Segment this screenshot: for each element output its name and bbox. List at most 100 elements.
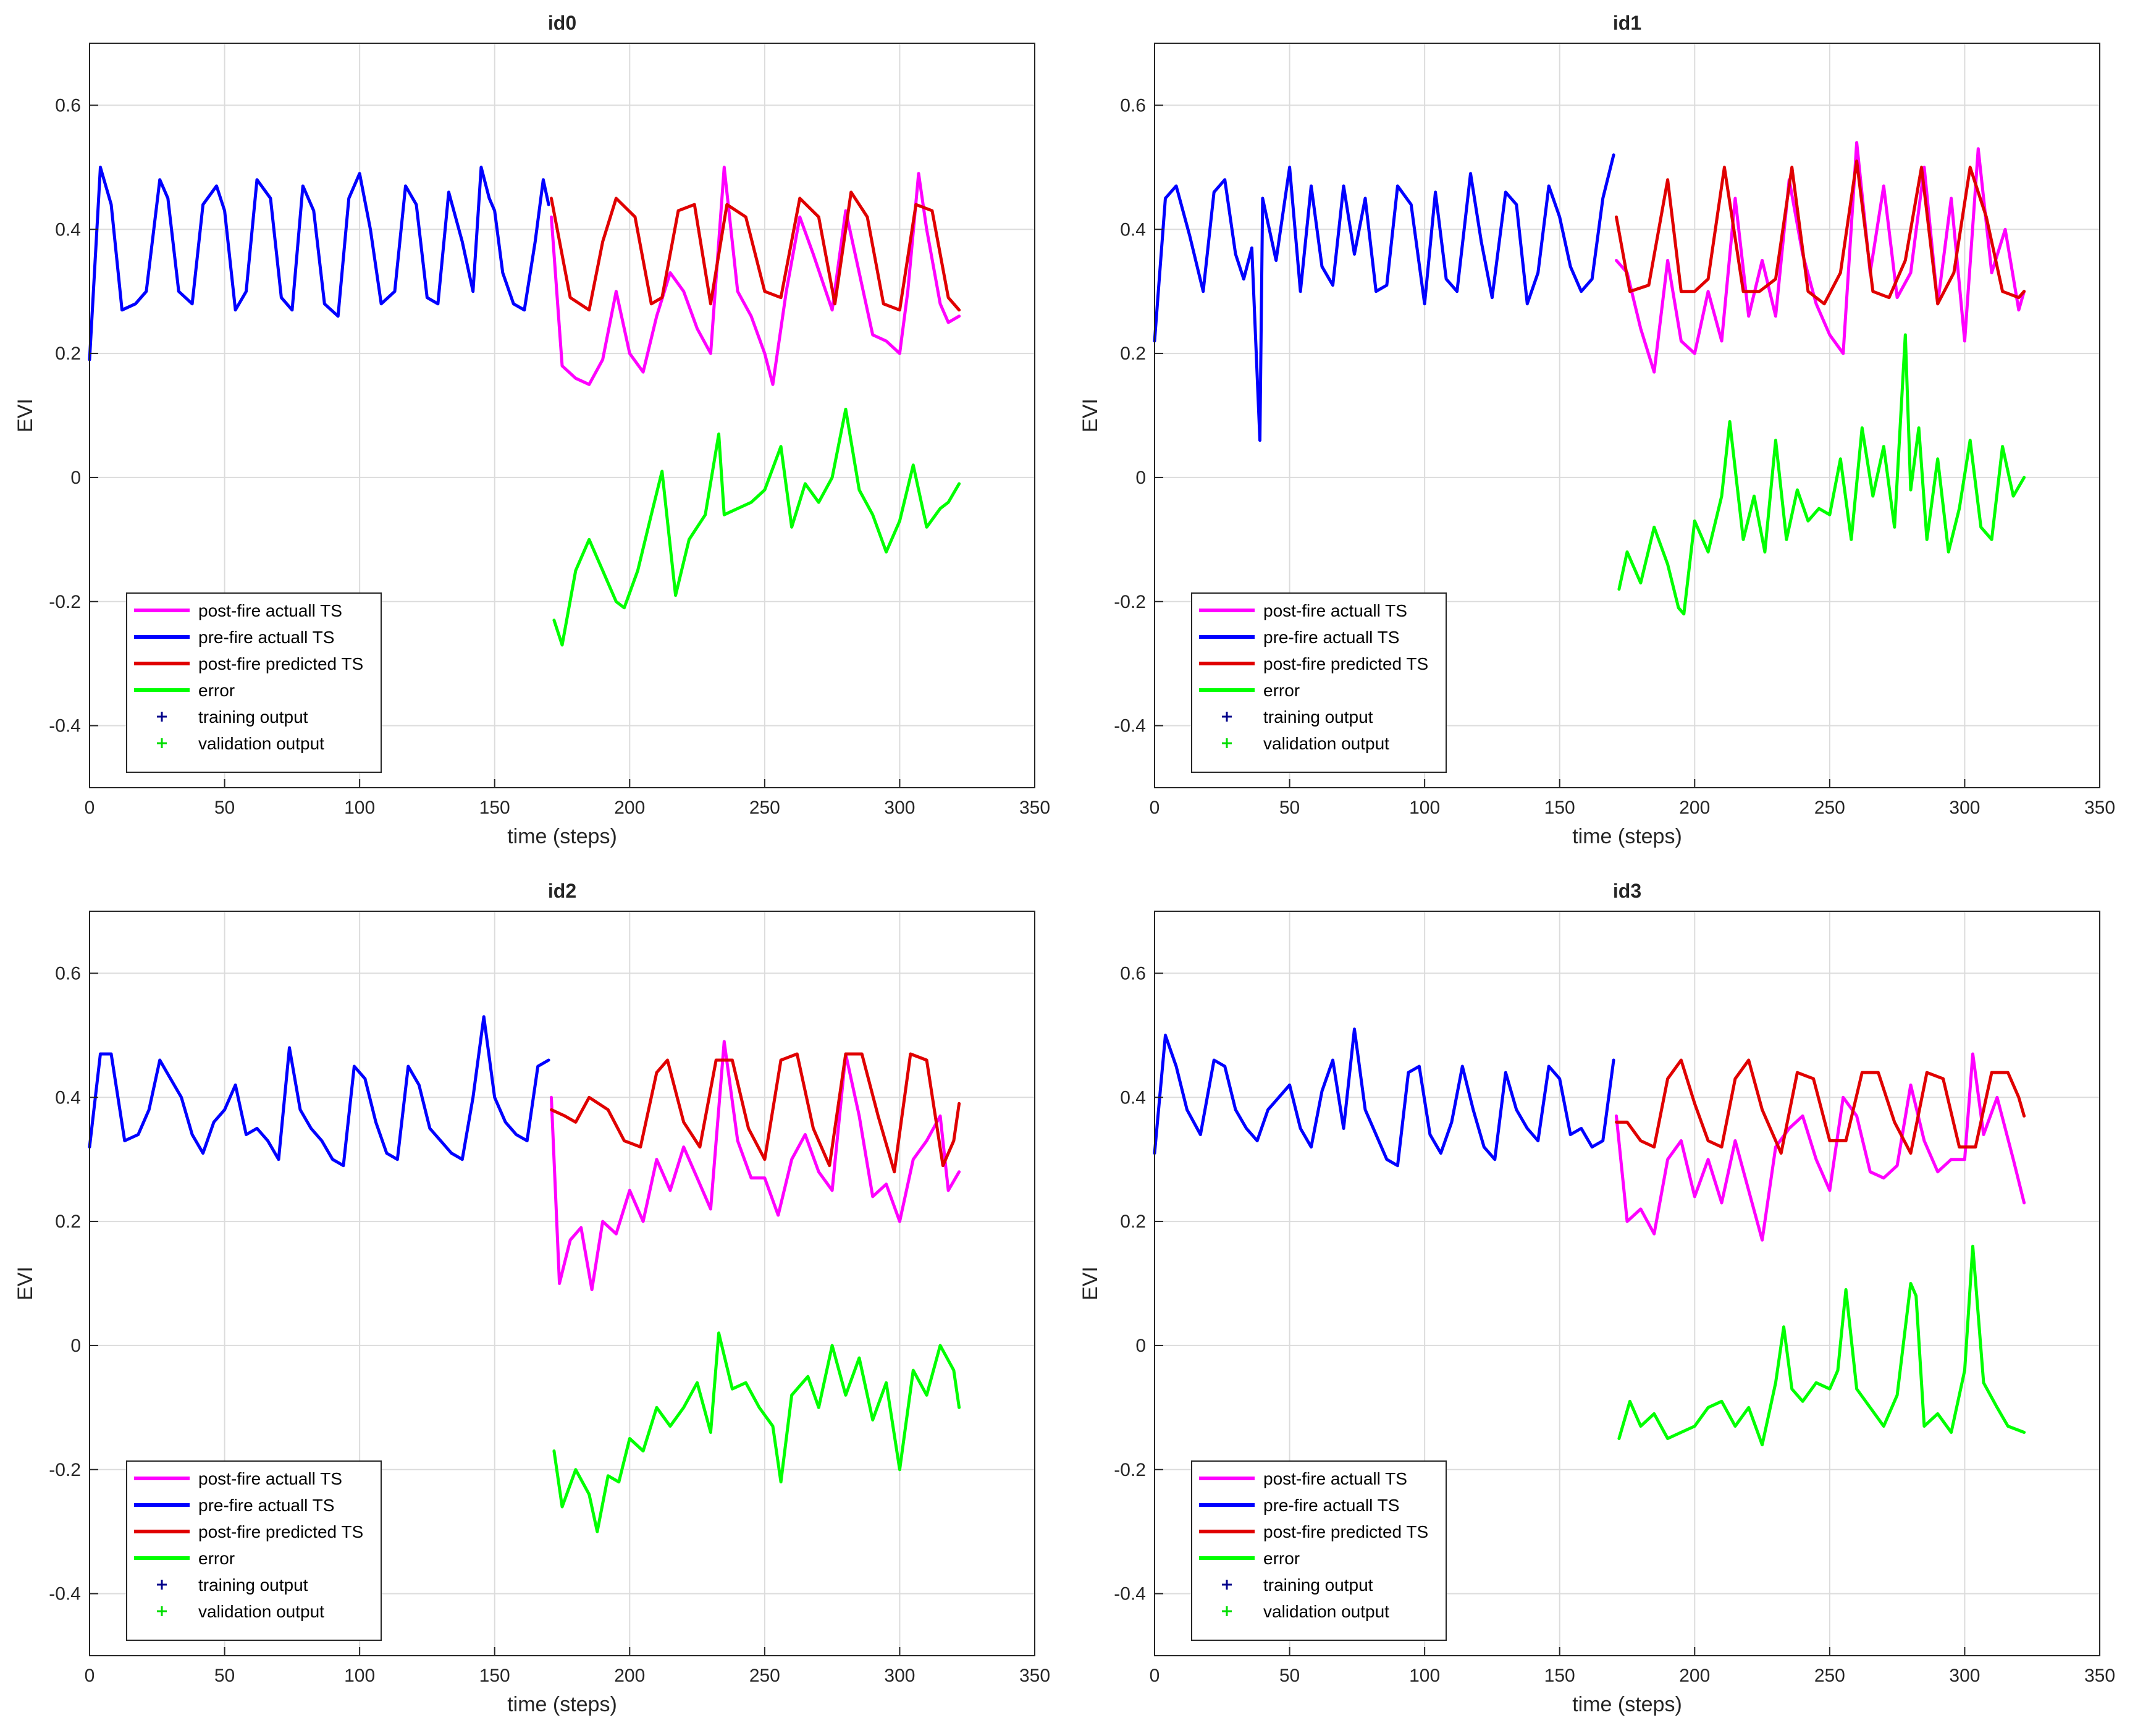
y-tick-label: 0.4 bbox=[55, 219, 81, 240]
y-tick-label: 0.6 bbox=[55, 963, 81, 984]
series-line-post-fire-predicted-TS bbox=[1615, 159, 2026, 306]
legend-label: post-fire predicted TS bbox=[1263, 1522, 1428, 1541]
x-tick-label: 0 bbox=[1150, 1666, 1160, 1686]
y-tick-label: 0 bbox=[70, 468, 81, 488]
x-tick-label: 100 bbox=[1409, 1666, 1440, 1686]
y-tick-label: 0.2 bbox=[55, 343, 81, 364]
legend-marker-swatch bbox=[157, 1580, 167, 1590]
y-tick-label: -0.2 bbox=[49, 1460, 81, 1480]
x-tick-label: 0 bbox=[1150, 798, 1160, 818]
legend-label: pre-fire actuall TS bbox=[198, 628, 334, 647]
legend-marker-swatch bbox=[1222, 738, 1232, 748]
legend-marker-swatch bbox=[157, 712, 167, 722]
legend-label: validation output bbox=[1263, 1602, 1389, 1621]
chart-title: id0 bbox=[548, 12, 576, 34]
y-axis-label: EVI bbox=[1079, 1266, 1102, 1300]
axes-box bbox=[89, 911, 1035, 1656]
x-tick-label: 300 bbox=[884, 798, 915, 818]
x-tick-label: 250 bbox=[1814, 1666, 1845, 1686]
x-tick-label: 200 bbox=[614, 1666, 645, 1686]
y-tick-label: 0.4 bbox=[1120, 1087, 1146, 1108]
x-tick-label: 300 bbox=[1949, 798, 1980, 818]
x-tick-label: 150 bbox=[479, 1666, 510, 1686]
x-tick-label: 300 bbox=[884, 1666, 915, 1686]
chart-panel-2: 0 50 100 150 200 250 300 350 -0.4 -0.2 0 0.2 0.4 0.6 i… bbox=[0, 868, 1065, 1736]
axes-box bbox=[1154, 911, 2100, 1656]
series-line-error bbox=[552, 1331, 961, 1533]
legend-label: post-fire predicted TS bbox=[1263, 654, 1428, 673]
y-tick-label: 0 bbox=[1135, 1336, 1146, 1356]
legend-box bbox=[1191, 592, 1447, 773]
y-tick-label: -0.2 bbox=[1114, 1460, 1146, 1480]
x-axis-label: time (steps) bbox=[507, 1693, 617, 1716]
series-line-post-fire-actuall-TS bbox=[550, 166, 961, 386]
legend-marker-swatch bbox=[1222, 1606, 1232, 1616]
x-tick-label: 200 bbox=[1679, 1666, 1710, 1686]
legend-label: training output bbox=[1263, 1575, 1373, 1595]
y-tick-label: 0 bbox=[70, 1336, 81, 1356]
legend-label: validation output bbox=[198, 734, 324, 753]
legend-box bbox=[1191, 1460, 1447, 1641]
legend-marker-swatch bbox=[157, 1606, 167, 1616]
x-tick-label: 350 bbox=[2084, 798, 2115, 818]
x-axis-label: time (steps) bbox=[1572, 1693, 1682, 1716]
x-tick-label: 350 bbox=[1019, 798, 1050, 818]
x-tick-label: 0 bbox=[85, 798, 95, 818]
y-tick-label: -0.4 bbox=[49, 1584, 81, 1604]
legend-marker-swatch bbox=[1222, 1580, 1232, 1590]
legend: post-fire actuall TS pre-fire actuall TS p… bbox=[1191, 592, 1447, 773]
series-line-pre-fire-actuall-TS bbox=[1153, 1027, 1615, 1168]
y-tick-label: 0.2 bbox=[1120, 1211, 1146, 1232]
x-tick-label: 150 bbox=[479, 798, 510, 818]
y-tick-label: -0.2 bbox=[1114, 592, 1146, 612]
chart-svg: 0 50 100 150 200 250 300 350 -0.4 -0.2 0 0.2 0.4 0.6 i… bbox=[1079, 12, 2115, 848]
x-tick-label: 350 bbox=[1019, 1666, 1050, 1686]
y-tick-label: 0.2 bbox=[1120, 343, 1146, 364]
legend-label: post-fire actuall TS bbox=[198, 1469, 342, 1488]
y-axis-label: EVI bbox=[14, 398, 37, 432]
x-tick-label: 0 bbox=[85, 1666, 95, 1686]
x-axis-label: time (steps) bbox=[507, 825, 617, 848]
x-tick-label: 200 bbox=[614, 798, 645, 818]
axes-box bbox=[1154, 43, 2100, 788]
chart-title: id2 bbox=[548, 880, 576, 902]
y-tick-label: -0.4 bbox=[1114, 1584, 1146, 1604]
y-tick-label: -0.2 bbox=[49, 592, 81, 612]
y-tick-label: 0 bbox=[1135, 468, 1146, 488]
x-tick-label: 50 bbox=[214, 1666, 235, 1686]
legend-label: post-fire predicted TS bbox=[198, 1522, 363, 1541]
legend-label: pre-fire actuall TS bbox=[198, 1496, 334, 1515]
series-line-post-fire-actuall-TS bbox=[550, 1040, 961, 1291]
legend-label: post-fire predicted TS bbox=[198, 654, 363, 673]
x-tick-label: 200 bbox=[1679, 798, 1710, 818]
series-line-post-fire-predicted-TS bbox=[1615, 1058, 2026, 1155]
legend-box bbox=[126, 592, 382, 773]
y-tick-label: 0.6 bbox=[1120, 95, 1146, 116]
legend-label: error bbox=[198, 681, 235, 700]
series-line-post-fire-predicted-TS bbox=[550, 1052, 961, 1174]
x-tick-label: 250 bbox=[749, 1666, 780, 1686]
x-axis-label: time (steps) bbox=[1572, 825, 1682, 848]
series-line-post-fire-predicted-TS bbox=[550, 190, 961, 312]
legend-label: post-fire actuall TS bbox=[1263, 1469, 1407, 1488]
legend-label: error bbox=[198, 1549, 235, 1568]
y-axis-label: EVI bbox=[14, 1266, 37, 1300]
x-tick-label: 250 bbox=[1814, 798, 1845, 818]
y-tick-label: 0.6 bbox=[1120, 963, 1146, 984]
x-tick-label: 100 bbox=[344, 798, 375, 818]
legend: post-fire actuall TS pre-fire actuall TS p… bbox=[126, 1460, 382, 1641]
chart-svg: 0 50 100 150 200 250 300 350 -0.4 -0.2 0 0.2 0.4 0.6 i… bbox=[14, 12, 1050, 848]
legend-label: training output bbox=[198, 1575, 308, 1595]
x-tick-label: 150 bbox=[1544, 798, 1575, 818]
chart-title: id3 bbox=[1613, 880, 1641, 902]
legend-label: pre-fire actuall TS bbox=[1263, 628, 1399, 647]
x-tick-label: 300 bbox=[1949, 1666, 1980, 1686]
legend-label: pre-fire actuall TS bbox=[1263, 1496, 1399, 1515]
legend-label: post-fire actuall TS bbox=[198, 601, 342, 620]
series-line-post-fire-actuall-TS bbox=[1615, 141, 2026, 374]
x-tick-label: 50 bbox=[1279, 798, 1300, 818]
x-tick-label: 50 bbox=[1279, 1666, 1300, 1686]
legend-label: training output bbox=[198, 707, 308, 727]
x-tick-label: 50 bbox=[214, 798, 235, 818]
